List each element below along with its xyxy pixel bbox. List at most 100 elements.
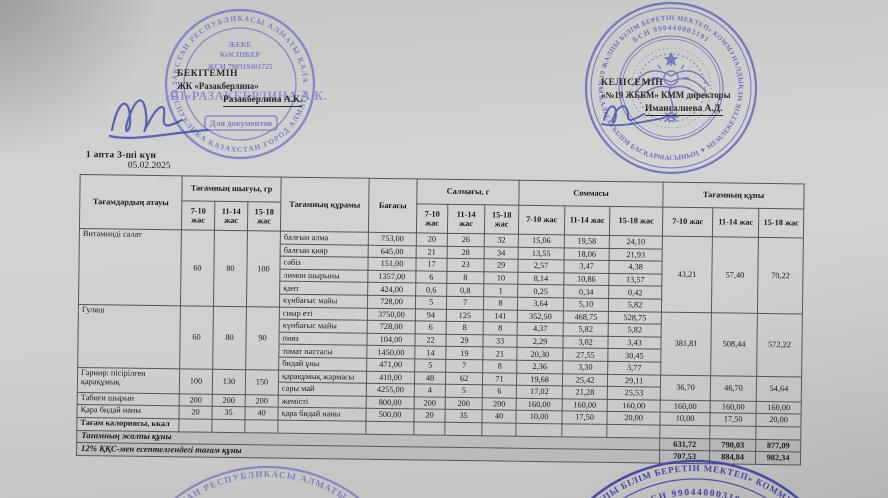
value-cell: 80 xyxy=(213,230,248,307)
price-cell: 728,00 xyxy=(367,295,416,309)
header-cell: 15-18 жас xyxy=(247,201,281,232)
price-cell: 1357,00 xyxy=(367,270,416,284)
value-cell: 3,30 xyxy=(562,360,608,374)
empty-cell xyxy=(211,419,245,433)
price-cell: 424,00 xyxy=(367,282,416,296)
price-cell: 800,00 xyxy=(366,395,415,410)
empty-cell xyxy=(515,423,563,437)
header-cell: 15-18 жас xyxy=(609,206,663,237)
value-cell: 5,10 xyxy=(563,297,609,311)
value-cell: 60 xyxy=(180,229,215,306)
header-cell: 15-18 жас xyxy=(758,208,804,238)
value-cell: 150 xyxy=(245,369,279,395)
value-cell: 200 xyxy=(212,393,246,407)
value-cell: 7 xyxy=(445,359,483,373)
value-cell: 13,57 xyxy=(608,273,662,287)
header-cell: Салмағы, г xyxy=(416,178,520,206)
round-stamp-icon: ҚАЗАҚСТАН РЕСПУБЛИКАСЫ АЛМАТЫ ҚАЛАСЫ РЕС… xyxy=(154,0,327,160)
value-cell: 71 xyxy=(482,372,517,386)
value-cell: 8 xyxy=(483,321,518,335)
empty-cell xyxy=(277,420,366,434)
value-cell: 29,11 xyxy=(607,373,661,388)
partial-stamp-bottom-right: «№19 ЖАЛПЫ БІЛІМ БЕРЕТІН МЕКТЕП» КОММУНА… xyxy=(556,436,836,498)
approve-heading: БЕКІТЕМІН xyxy=(177,68,238,79)
document-content: 1 апта 3-ші күн 05.02.2025 Тағамдардың а… xyxy=(76,150,825,465)
value-cell: 17 xyxy=(415,258,448,272)
value-cell: 468,75 xyxy=(563,310,609,324)
value-cell: 48 xyxy=(414,371,446,385)
approve-org: ЖК «Разакберлина» xyxy=(177,80,259,91)
menu-cost-table: Тағамдардың атауы Тағамның шығуы, гр Тағ… xyxy=(76,174,805,465)
value-cell: 160,00 xyxy=(756,401,802,415)
ingredient-cell: балғын алма xyxy=(280,231,369,245)
value-cell: 20 xyxy=(416,232,448,246)
stamp-center-text: ЖЕКЕ xyxy=(229,40,252,49)
empty-cell xyxy=(365,421,414,435)
dish-name-cell: Гуляш xyxy=(77,304,181,369)
ingredient-cell: пияз xyxy=(278,331,368,346)
value-cell: 5,82 xyxy=(608,323,662,337)
value-cell: 100 xyxy=(246,230,281,307)
value-cell: 2,36 xyxy=(516,360,563,374)
signature-right xyxy=(598,98,674,128)
value-cell: 10,00 xyxy=(660,412,711,426)
value-cell: 200 xyxy=(445,397,483,411)
header-cell: Тағамның құрамы xyxy=(280,177,370,233)
empty-cell xyxy=(413,421,445,435)
ingredient-cell: сәбіз xyxy=(279,256,369,271)
value-cell: 0,6 xyxy=(415,283,447,297)
partial-stamp-bottom-left: ҚАЗАҚСТАН РЕСПУБЛИКАСЫ АЛМАТЫ ҚАЛАСЫ xyxy=(142,452,392,498)
value-cell: 160,00 xyxy=(710,400,757,414)
value-cell: 17,02 xyxy=(516,385,563,399)
value-cell: 22 xyxy=(414,333,447,347)
value-cell: 43,21 xyxy=(661,236,713,313)
value-cell: 28 xyxy=(447,245,485,259)
value-cell: 160,00 xyxy=(660,399,711,414)
value-cell: 40 xyxy=(481,410,517,424)
empty-cell xyxy=(178,418,212,432)
value-cell: 141 xyxy=(483,309,518,323)
ingredient-cell: сары май xyxy=(278,382,367,396)
value-cell: 32 xyxy=(484,233,519,247)
value-cell: 3,02 xyxy=(562,335,609,349)
value-cell: 352,50 xyxy=(517,309,564,323)
round-stamp-icon: «№19 ЖАЛПЫ БІЛІМ БЕРЕТІН МЕКТЕП» КОММУНА… xyxy=(562,459,827,498)
price-cell: 3750,00 xyxy=(367,307,416,322)
stamp-center-text: КӘСІПКЕР xyxy=(220,50,261,59)
empty-cell xyxy=(561,423,608,437)
value-cell: 20 xyxy=(413,409,446,423)
value-cell: 2,57 xyxy=(517,259,565,273)
value-cell: 572,22 xyxy=(756,312,803,377)
dish-name-cell: Витаминді салат xyxy=(78,228,182,306)
empty-cell xyxy=(481,422,517,436)
ingredient-cell: томат пастасы xyxy=(278,344,367,359)
value-cell: 7 xyxy=(446,296,484,310)
value-cell: 508,44 xyxy=(710,312,758,376)
value-cell: 35 xyxy=(444,409,483,423)
ingredient-cell: сиыр еті xyxy=(279,306,368,321)
ingredient-cell: қара бидай наны xyxy=(277,407,367,422)
value-cell: 6 xyxy=(415,321,447,335)
header-cell: 11-14 жас xyxy=(712,207,759,238)
header-cell: Тағамның құны xyxy=(662,182,805,209)
value-cell: 23 xyxy=(446,258,485,272)
value-cell: 14 xyxy=(414,346,446,360)
value-cell: 0,42 xyxy=(608,285,662,300)
stamp-bsn-text: БСН 990440003191 xyxy=(642,488,747,498)
price-cell: 753,00 xyxy=(368,232,417,246)
value-cell: 34 xyxy=(484,246,519,260)
value-cell: 21 xyxy=(416,245,448,259)
header-cell: 11-14 жас xyxy=(214,201,248,231)
stamp-id-text: ЖСН 790319401725 xyxy=(207,62,273,71)
value-cell: 3,64 xyxy=(517,297,564,311)
state-emblem-icon xyxy=(632,52,710,122)
header-cell: 15-18 жас xyxy=(484,204,519,235)
value-cell: 36,70 xyxy=(660,374,711,401)
value-cell: 8 xyxy=(446,321,484,335)
signature-stroke xyxy=(108,99,210,139)
value-cell: 29 xyxy=(445,334,484,348)
value-cell: 30,45 xyxy=(607,348,662,363)
price-cell: 471,00 xyxy=(366,358,415,372)
value-cell: 54,64 xyxy=(756,375,802,402)
header-cell: 7-10 жас xyxy=(181,200,215,231)
